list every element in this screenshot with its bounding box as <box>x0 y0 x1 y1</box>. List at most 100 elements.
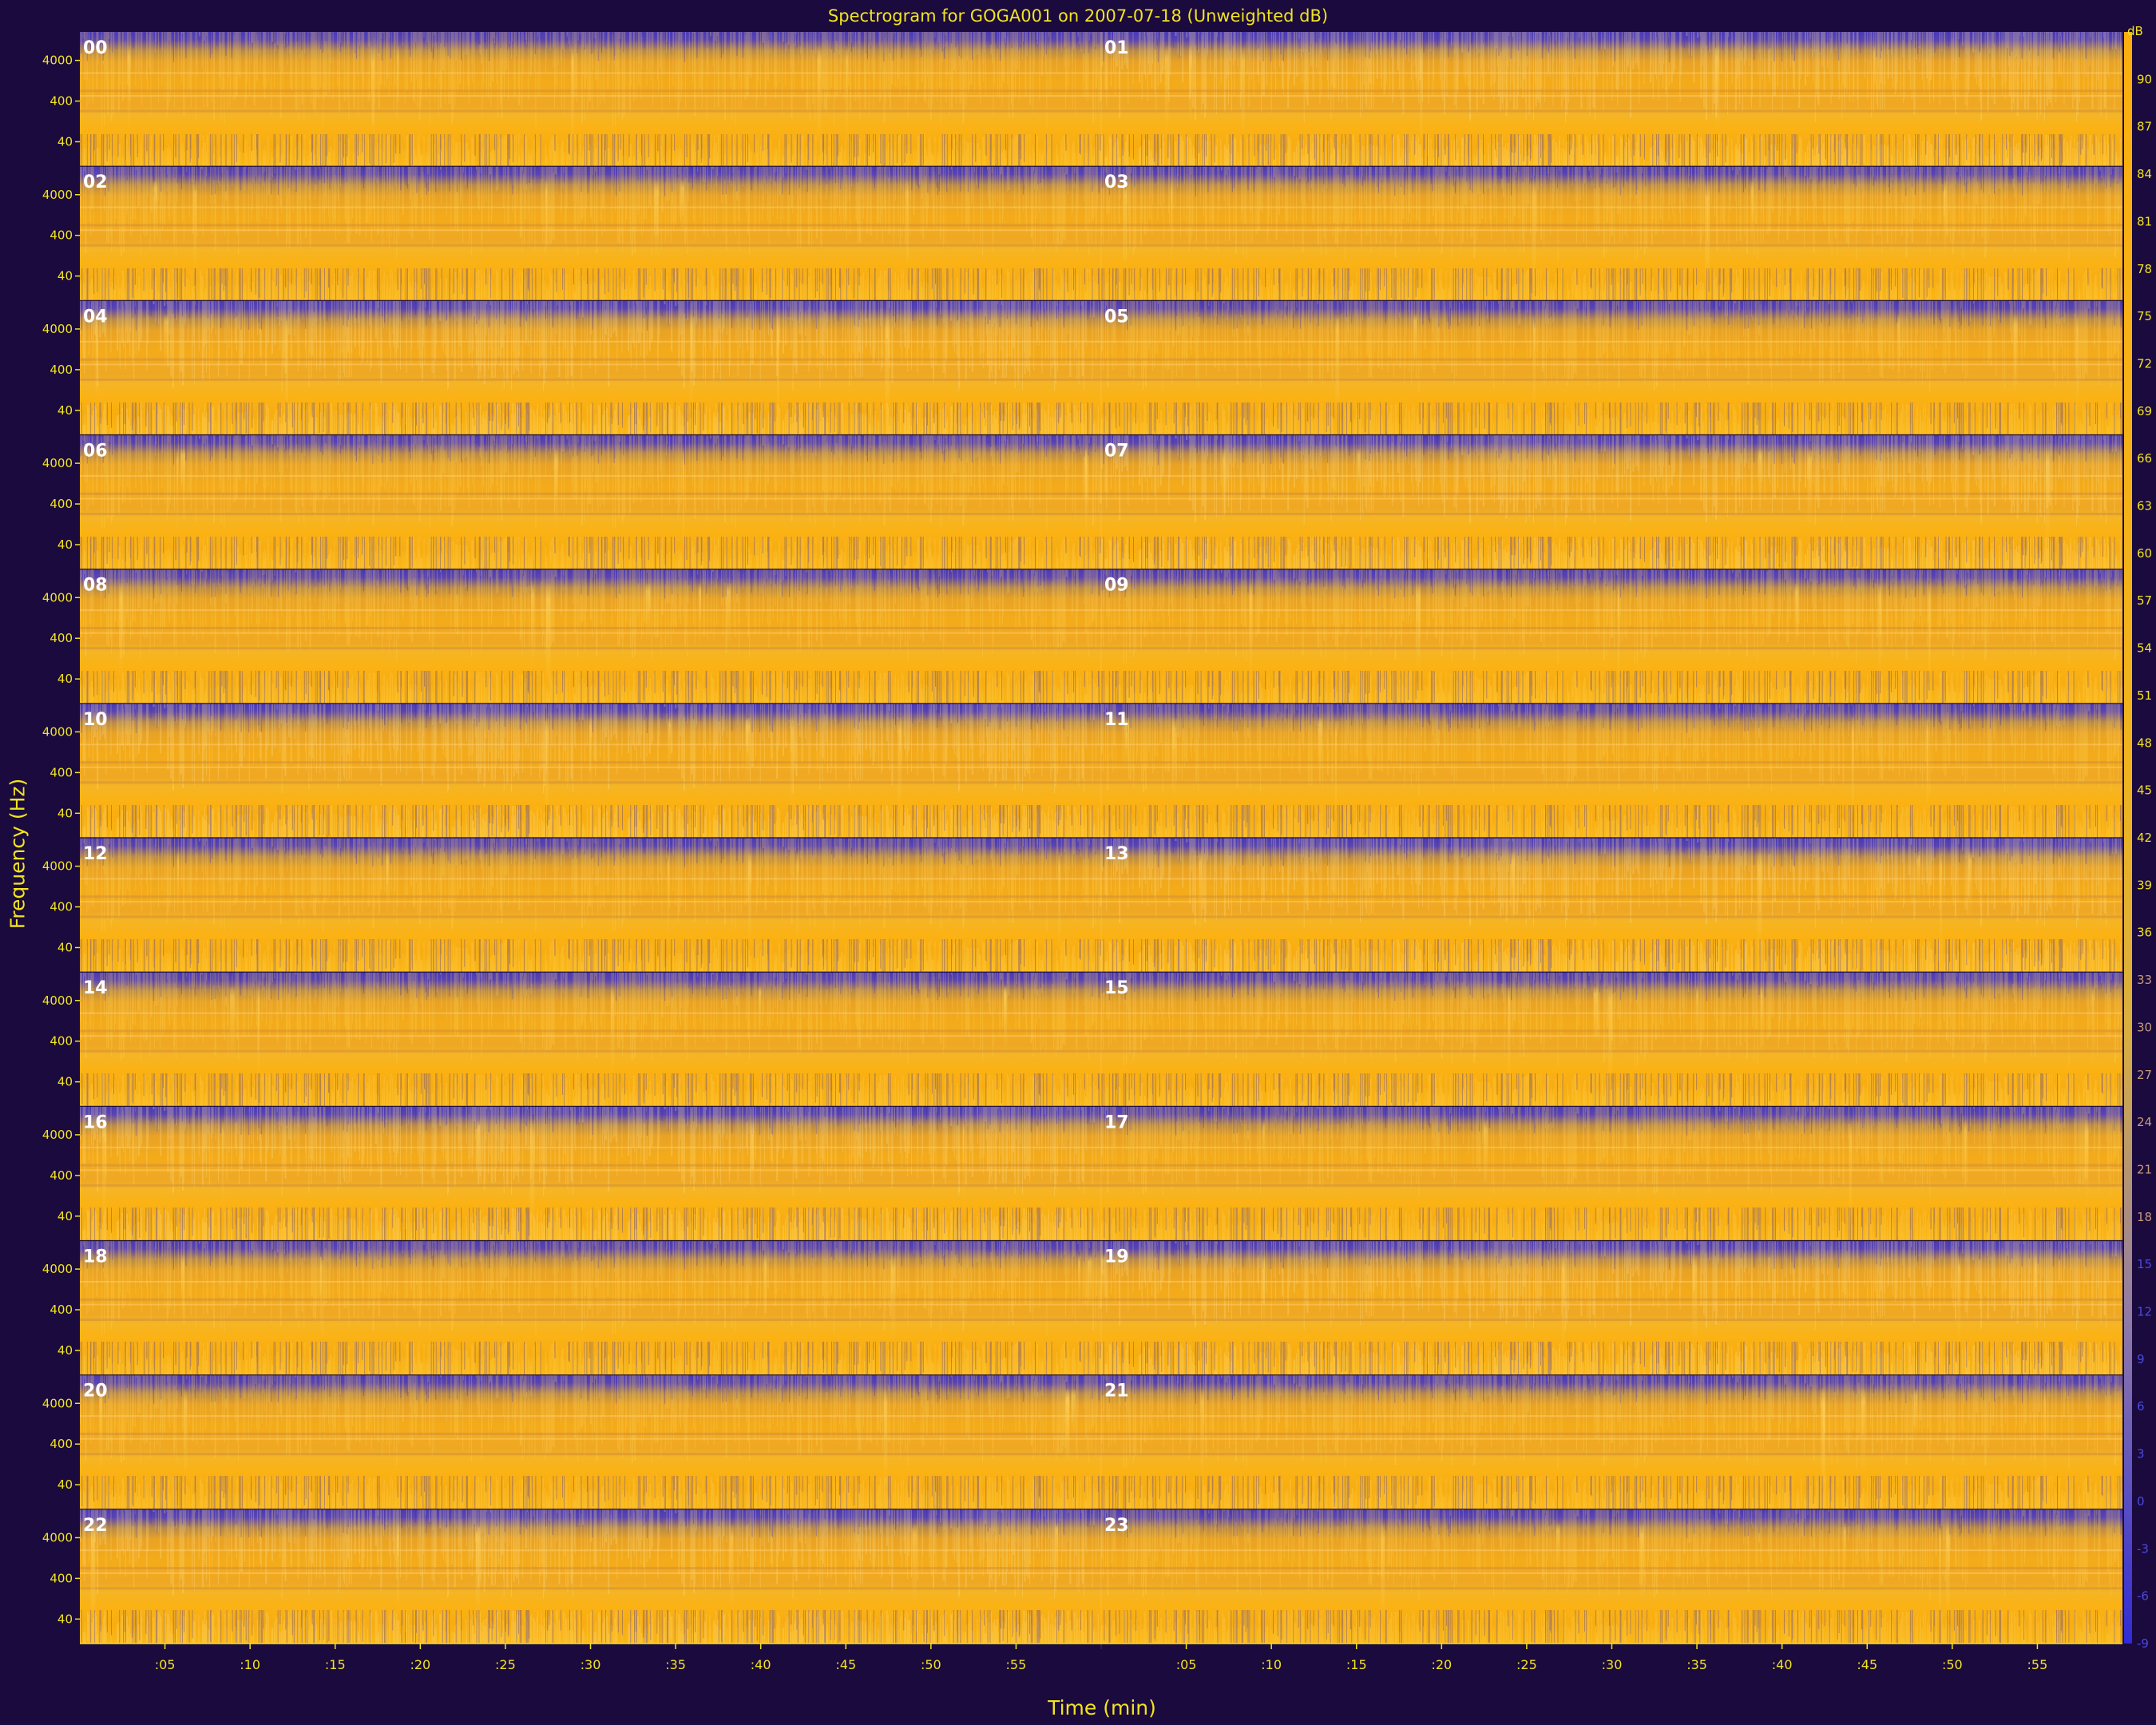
x-tick-label: :25 <box>495 1657 516 1672</box>
chart-title: Spectrogram for GOGA001 on 2007-07-18 (U… <box>827 6 1329 26</box>
panel-band <box>80 229 1101 232</box>
panel-band <box>80 224 1101 227</box>
panel-event-streak <box>1561 1254 1565 1355</box>
y-tick-label: 4000 <box>42 188 73 202</box>
panel-event-streak <box>475 1522 481 1618</box>
hour-panel-00: 00 <box>80 32 1101 167</box>
panel-event-streak <box>1760 985 1763 1056</box>
panel-band <box>1101 95 2122 97</box>
colorbar-tick-label: -6 <box>2137 1589 2149 1604</box>
panel-event-streak <box>1198 851 1202 933</box>
x-axis-label: Time (min) <box>1048 1696 1156 1719</box>
panel-event-streak <box>1943 179 1947 260</box>
hour-panel-08: 08 <box>80 569 1101 704</box>
x-tick-label: :45 <box>1857 1657 1877 1672</box>
panel-event-streak <box>1172 716 1177 800</box>
panel-event-streak <box>1696 985 1698 1045</box>
panel-event-streak <box>2013 314 2018 393</box>
panel-band <box>80 1567 1101 1570</box>
x-tick-label: :10 <box>240 1657 260 1672</box>
colorbar-unit-label: dB <box>2127 24 2143 38</box>
panel-band <box>1101 1572 2122 1574</box>
panel-event-streak <box>545 179 548 260</box>
y-tick-label: 400 <box>50 1303 73 1317</box>
panel-event-streak <box>1508 985 1511 1093</box>
panel-event-streak <box>164 314 168 368</box>
panel-band <box>80 474 1101 477</box>
panel-event-streak <box>1188 45 1192 127</box>
panel-band <box>1101 378 2122 381</box>
hour-panel-17: 17 <box>1101 1106 2122 1241</box>
colorbar-tick-label: 72 <box>2137 356 2152 371</box>
panel-event-streak <box>1897 314 1900 387</box>
panel-event-streak <box>1249 582 1253 684</box>
hour-label: 21 <box>1104 1382 1129 1402</box>
panel-band <box>1101 766 2122 768</box>
panel-event-streak <box>776 314 779 426</box>
panel-band <box>1101 632 2122 634</box>
panel-band <box>1101 109 2122 113</box>
panel-texture <box>1101 1240 2122 1375</box>
colorbar-tick-label: 60 <box>2137 546 2152 561</box>
hour-panel-13: 13 <box>1101 838 2122 973</box>
panel-event-streak <box>682 448 684 555</box>
panel-band <box>80 626 1101 629</box>
panel-event-streak <box>2091 985 2095 1065</box>
panel-event-streak <box>1849 1120 1853 1233</box>
hour-panel-06: 06 <box>80 434 1101 569</box>
colorbar-tick-label: 51 <box>2137 688 2152 703</box>
panel-event-streak <box>571 45 574 157</box>
panel-event-streak <box>1124 716 1130 771</box>
spectrogram-panels: 00 01 02 03 04 05 06 07 08 09 10 11 12 13 14 15 16 17 18 19… <box>80 32 2122 1644</box>
panel-band <box>1101 492 2122 495</box>
colorbar-tick-label: 69 <box>2137 404 2152 418</box>
panel-band <box>1101 1587 2122 1590</box>
panel-event-streak <box>758 985 762 1035</box>
panel-band <box>80 95 1101 97</box>
y-tick-label: 40 <box>57 537 73 552</box>
colorbar: 9087848178757269666360575451484542393633… <box>2124 32 2152 1651</box>
panel-band <box>1101 340 2122 343</box>
hour-label: 09 <box>1104 576 1129 596</box>
panel-event-streak <box>1926 716 1929 818</box>
panel-event-streak <box>1636 1120 1639 1205</box>
panel-event-streak <box>1222 448 1226 525</box>
panel-event-streak <box>1241 45 1245 140</box>
panel-event-streak <box>1822 1388 1826 1505</box>
x-tick-label: :40 <box>1772 1657 1793 1672</box>
panel-band <box>1101 1319 2122 1322</box>
panel-event-streak <box>748 851 751 948</box>
panel-band <box>80 1572 1101 1574</box>
panel-texture <box>1101 838 2122 973</box>
colorbar-tick-label: -9 <box>2137 1636 2149 1651</box>
panel-event-streak <box>1913 1388 1918 1441</box>
panel-band <box>1101 513 2122 516</box>
panel-event-streak <box>1483 1120 1488 1187</box>
y-tick-label: 40 <box>57 134 73 149</box>
panel-band <box>1101 224 2122 227</box>
y-tick-label: 40 <box>57 806 73 820</box>
panel-event-streak <box>1608 985 1613 1092</box>
hour-panel-19: 19 <box>1101 1240 2122 1375</box>
panel-band <box>80 492 1101 495</box>
panel-event-streak <box>1916 851 1920 904</box>
panel-event-streak <box>610 985 615 1078</box>
y-tick-label: 400 <box>50 94 73 109</box>
panel-event-streak <box>180 448 186 498</box>
x-tick-label: :30 <box>581 1657 601 1672</box>
y-tick-label: 40 <box>57 1209 73 1223</box>
panel-event-streak <box>1334 716 1337 835</box>
panel-event-streak <box>680 179 684 237</box>
panel-band <box>80 915 1101 918</box>
y-tick-label: 40 <box>57 672 73 686</box>
panel-event-streak <box>1946 1522 1950 1624</box>
panel-band <box>1101 1169 2122 1172</box>
y-tick-label: 4000 <box>42 724 73 739</box>
panel-band <box>80 1012 1101 1014</box>
panel-event-streak <box>898 716 902 816</box>
panel-event-streak <box>184 1388 188 1479</box>
panel-event-streak <box>1262 1254 1266 1329</box>
y-tick-label: 40 <box>57 940 73 954</box>
y-tick-label: 4000 <box>42 1262 73 1276</box>
panel-event-streak <box>1692 1254 1698 1347</box>
